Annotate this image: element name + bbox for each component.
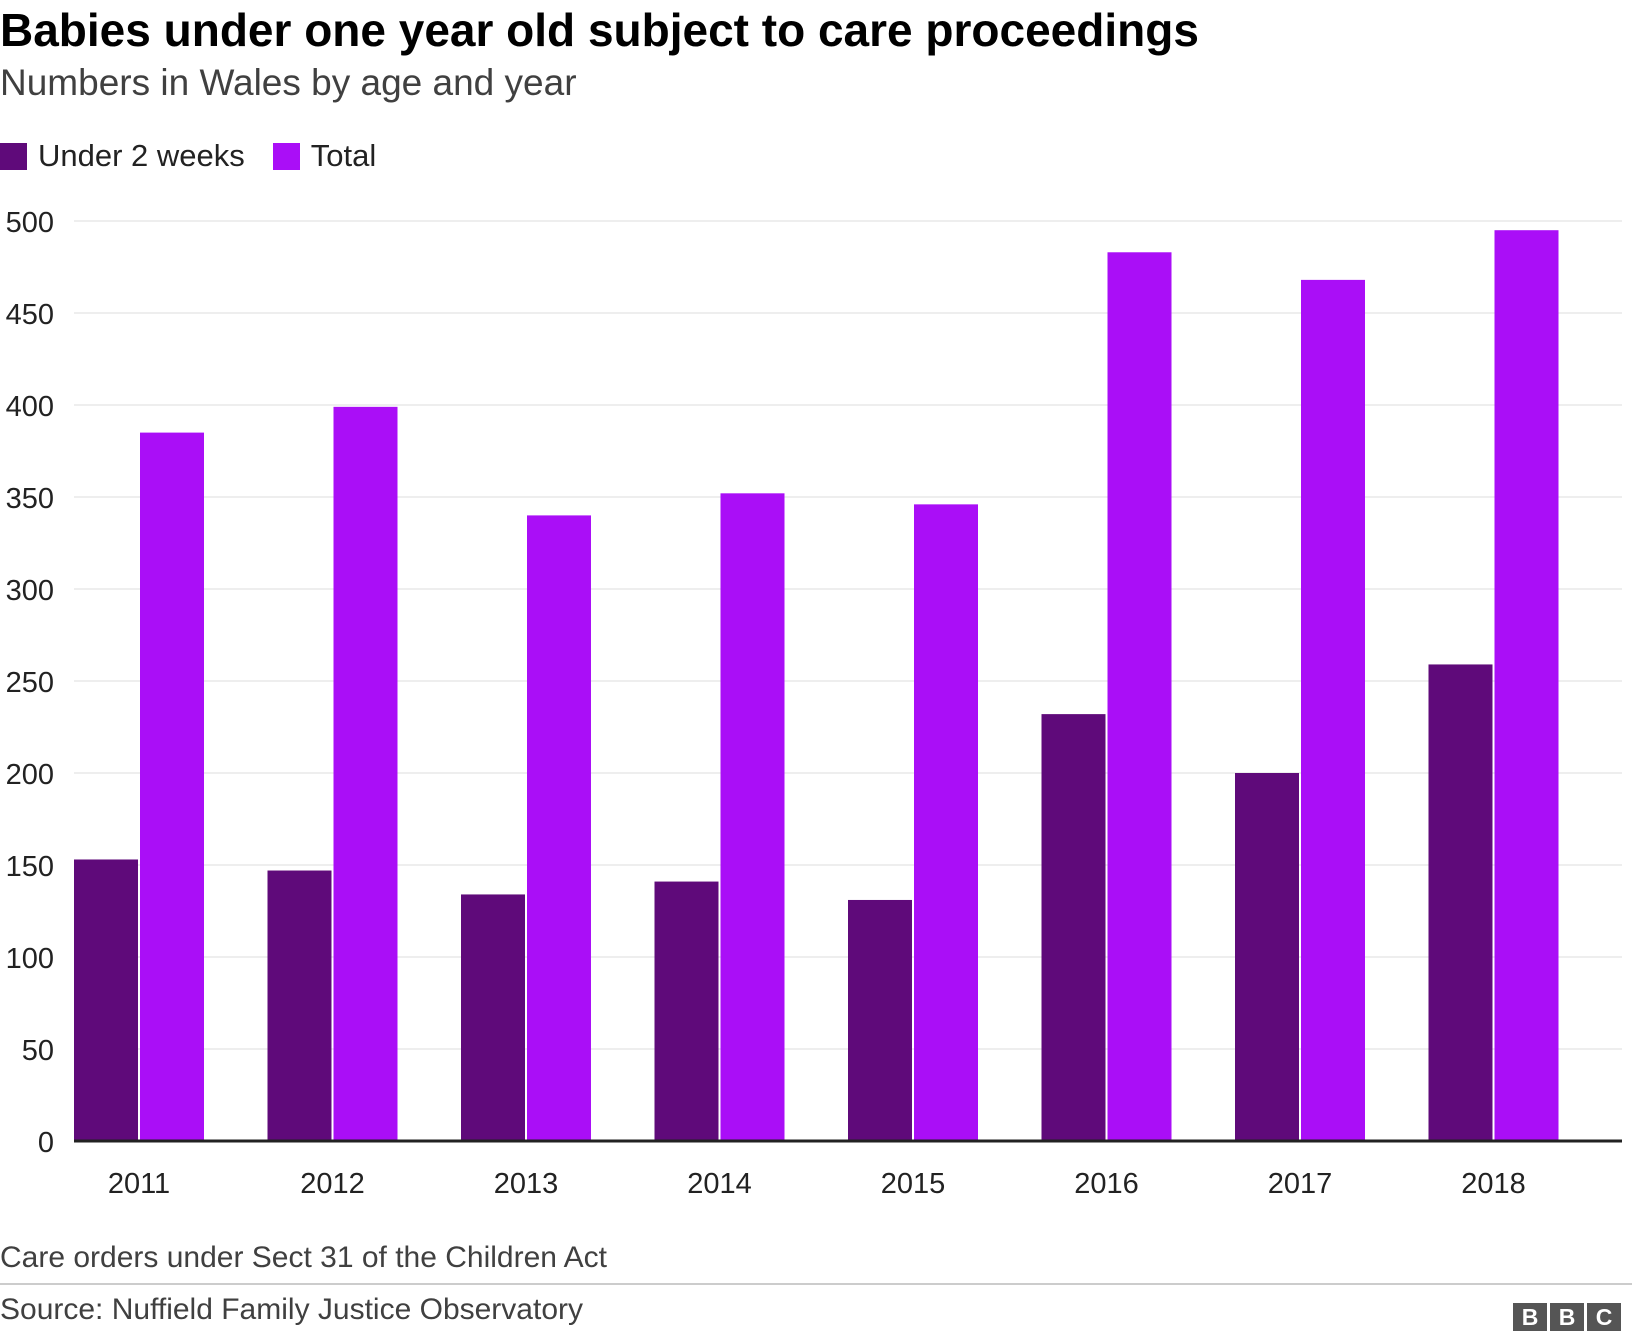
legend-item-under-2-weeks: Under 2 weeks: [0, 138, 245, 174]
bar-total-2015: [914, 504, 978, 1141]
chart-note: Care orders under Sect 31 of the Childre…: [0, 1241, 608, 1274]
y-tick-label-300: 300: [6, 575, 54, 607]
bar-total-2018: [1494, 230, 1559, 1141]
y-tick-label-250: 250: [6, 667, 54, 699]
y-tick-label-350: 350: [6, 483, 54, 515]
legend-item-total: Total: [272, 138, 377, 174]
bar-total-2012: [333, 406, 398, 1142]
y-tick-label-200: 200: [6, 759, 54, 791]
x-tick-label-2014: 2014: [687, 1168, 752, 1200]
y-tick-label-50: 50: [22, 1035, 54, 1067]
bar-under-2-weeks-2011: [74, 859, 138, 1141]
bar-total-2014: [720, 493, 785, 1141]
y-tick-label-150: 150: [6, 851, 54, 883]
footer-divider: [0, 1283, 1632, 1285]
y-tick-label-450: 450: [6, 299, 54, 331]
bar-total-2017: [1301, 279, 1365, 1141]
chart-subtitle: Numbers in Wales by age and year: [0, 62, 577, 103]
bar-total-2013: [527, 515, 591, 1141]
bar-total-2011: [140, 432, 204, 1142]
y-tick-label-100: 100: [6, 943, 54, 975]
legend-swatch-total: [272, 142, 300, 170]
chart-title: Babies under one year old subject to car…: [0, 4, 1199, 56]
bar-total-2016: [1107, 252, 1172, 1141]
bar-chart: 0 50 100 150 200 250 300 350 400 450 500 2011 2012 20…: [6, 207, 1622, 1200]
bbc-logo: B B C: [1510, 1303, 1621, 1331]
chart-legend: Under 2 weeks Total: [0, 136, 404, 176]
legend-label-total: Total: [310, 138, 377, 173]
legend-label-under-2-weeks: Under 2 weeks: [38, 138, 245, 173]
bar-under-2-weeks-2013: [461, 894, 525, 1141]
bbc-logo-letter-1: B: [1513, 1303, 1547, 1331]
x-tick-label-2013: 2013: [494, 1168, 559, 1200]
y-tick-label-400: 400: [6, 391, 54, 423]
bar-under-2-weeks-2016: [1041, 714, 1106, 1141]
bar-under-2-weeks-2014: [654, 881, 719, 1141]
bar-under-2-weeks-2012: [267, 870, 332, 1141]
bbc-logo-letter-2: B: [1550, 1303, 1584, 1331]
x-tick-label-2017: 2017: [1268, 1168, 1333, 1200]
y-tick-label-500: 500: [6, 207, 54, 239]
y-tick-label-0: 0: [38, 1127, 54, 1159]
bar-under-2-weeks-2015: [848, 899, 912, 1141]
source-credit: Source: Nuffield Family Justice Observat…: [0, 1293, 583, 1326]
bar-under-2-weeks-2017: [1235, 773, 1299, 1141]
bar-under-2-weeks-2018: [1428, 664, 1493, 1141]
x-tick-label-2015: 2015: [881, 1168, 946, 1200]
x-tick-label-2012: 2012: [300, 1168, 365, 1200]
bbc-logo-letter-3: C: [1587, 1303, 1621, 1331]
legend-swatch-under-2-weeks: [0, 142, 27, 170]
x-tick-label-2016: 2016: [1074, 1168, 1139, 1200]
x-tick-label-2011: 2011: [108, 1168, 170, 1200]
x-tick-label-2018: 2018: [1461, 1168, 1526, 1200]
